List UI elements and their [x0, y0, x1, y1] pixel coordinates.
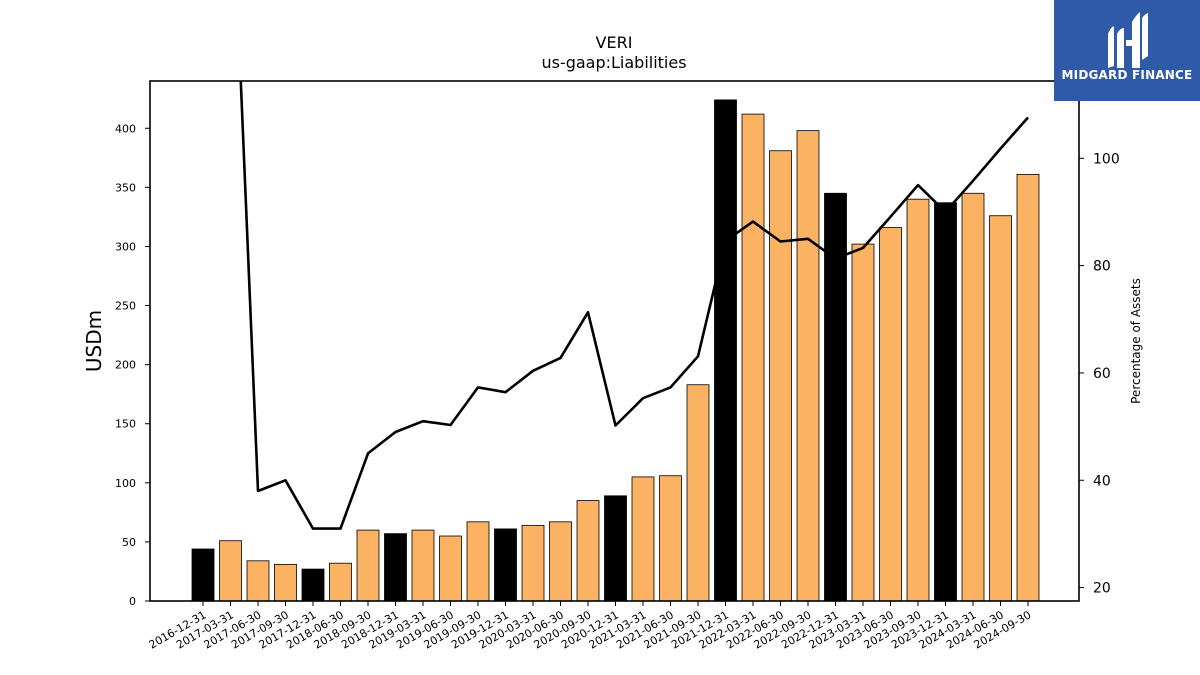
y-tick-label-left: 400	[115, 122, 136, 135]
y-tick-label-left: 250	[115, 300, 136, 313]
y-tick-label-left: 0	[129, 595, 136, 608]
bar-2021-12-31	[714, 99, 737, 602]
bar-2022-03-31	[741, 113, 765, 602]
bar-2024-09-30	[1016, 173, 1040, 602]
y-tick-label-right: 100	[1093, 151, 1120, 167]
bar-2017-06-30	[246, 560, 270, 602]
bar-2023-06-30	[879, 227, 902, 602]
y-axis-label-left: USDm	[82, 310, 106, 372]
bar-2020-12-31	[604, 495, 627, 602]
chart-subtitle: us-gaap:Liabilities	[541, 53, 686, 72]
bar-2016-12-31	[191, 548, 215, 602]
y-tick-label-right: 60	[1093, 366, 1111, 382]
y-tick-label-right: 20	[1093, 581, 1111, 597]
y-tick-label-left: 350	[115, 181, 136, 194]
bar-2018-12-31	[384, 533, 407, 602]
y-tick-label-left: 50	[122, 536, 136, 549]
brand-name: MIDGARD FINANCE	[1061, 68, 1193, 82]
bar-2017-12-31	[301, 568, 325, 602]
bar-2021-06-30	[659, 475, 682, 602]
bar-2023-09-30	[906, 198, 930, 602]
bar-2022-09-30	[796, 130, 820, 602]
bar-2020-06-30	[549, 521, 572, 602]
line-series	[239, 81, 1029, 530]
brand-logo: MIDGARD FINANCE	[1054, 0, 1200, 101]
bar-2024-03-31	[961, 192, 985, 602]
bar-2024-06-30	[989, 215, 1012, 602]
y-tick-label-right: 40	[1093, 473, 1111, 489]
bar-2022-06-30	[769, 150, 792, 602]
plot-frame	[149, 80, 1080, 602]
bar-2019-09-30	[466, 521, 490, 602]
bar-2020-09-30	[576, 500, 600, 602]
bar-2019-06-30	[439, 535, 462, 602]
bar-2021-03-31	[631, 476, 655, 602]
y-tick-label-left: 300	[115, 240, 136, 253]
y-tick-label-left: 100	[115, 477, 136, 490]
bar-2017-09-30	[274, 563, 297, 602]
bar-2019-12-31	[494, 528, 517, 602]
bar-2020-03-31	[521, 524, 545, 602]
bar-2023-12-31	[934, 202, 957, 602]
percentage-of-assets-line	[239, 81, 1029, 530]
bar-2023-03-31	[851, 243, 875, 602]
y-tick-label-left: 200	[115, 359, 136, 372]
bar-2018-06-30	[329, 562, 352, 602]
bar-series	[191, 99, 1040, 602]
bar-2021-09-30	[686, 384, 710, 602]
bar-2017-03-31	[219, 540, 242, 602]
y-tick-label-left: 150	[115, 418, 136, 431]
bar-2019-03-31	[411, 529, 435, 602]
y-tick-label-right: 80	[1093, 259, 1111, 275]
chart-title: VERI	[596, 33, 633, 52]
y-axis-label-right: Percentage of Assets	[1129, 278, 1143, 404]
bar-2018-09-30	[356, 529, 380, 602]
midgard-logo-icon	[1108, 12, 1148, 68]
